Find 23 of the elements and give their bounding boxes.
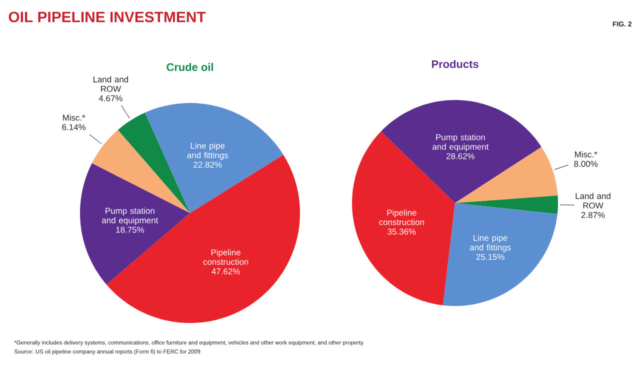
data-label: 8.00% — [574, 160, 598, 167]
slice-label: Misc.* — [575, 151, 598, 158]
slice-label: Misc.* — [62, 114, 86, 121]
text: OIL PIPELINE INVESTMENT — [8, 12, 206, 22]
slice-label: Land and ROW — [576, 192, 610, 208]
slice-label: Pump station and equipment — [432, 134, 489, 152]
data-label: 28.62% — [446, 153, 475, 160]
slice-label: Pipeline construction — [203, 249, 248, 265]
data-label: 2.87% — [581, 212, 605, 218]
data-label: 22.82% — [194, 162, 222, 168]
data-label: 4.67% — [98, 95, 122, 102]
chart-title: Products — [432, 60, 478, 68]
data-label: 47.62% — [212, 268, 240, 274]
data-label: 35.36% — [388, 228, 416, 235]
slice-label: Pipeline construction — [379, 209, 424, 226]
chart-title: Crude oil — [166, 62, 213, 72]
data-label: 18.75% — [116, 226, 144, 233]
slice-label: Line pipe and fittings — [187, 142, 228, 160]
data-label: 25.15% — [476, 254, 504, 260]
slice-label: Pump station and equipment — [102, 208, 158, 225]
slice-label: Land and ROW — [93, 76, 128, 92]
data-label: 6.14% — [62, 124, 86, 130]
slice-label: Line pipe and fittings — [470, 234, 511, 252]
